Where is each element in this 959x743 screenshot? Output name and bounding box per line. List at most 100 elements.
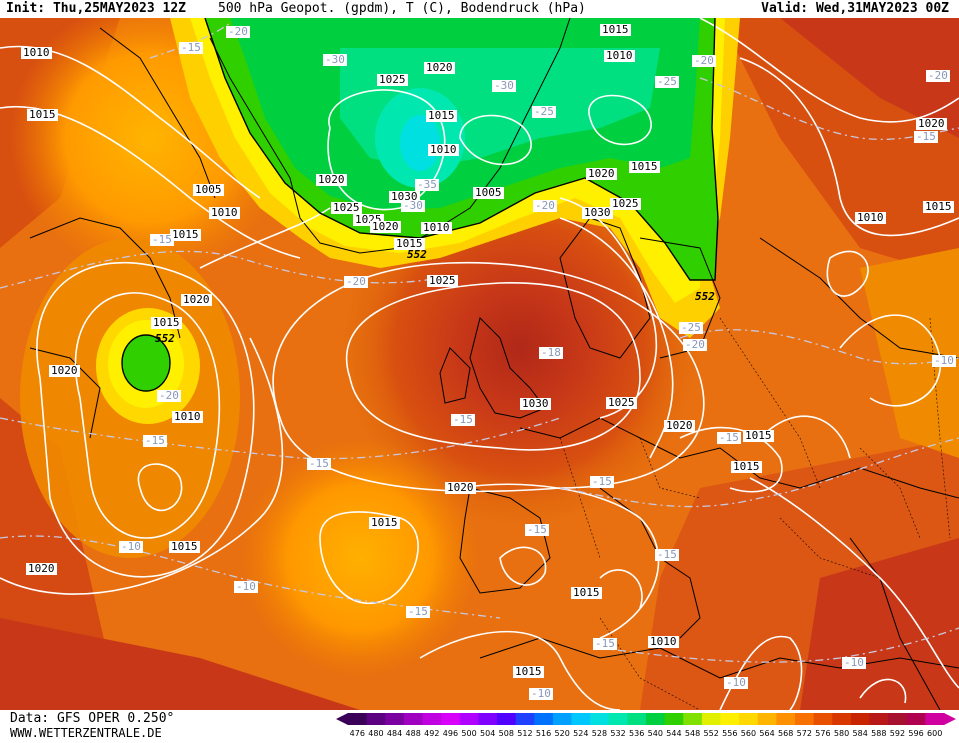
pressure-label: 1020 xyxy=(445,481,476,494)
legend-tick-label: 536 xyxy=(629,729,644,738)
pressure-label: 1010 xyxy=(648,635,679,648)
geopotential-label: 552 xyxy=(695,290,715,303)
legend-swatch xyxy=(888,713,908,725)
pressure-label: 1015 xyxy=(923,200,954,213)
valid-time-label: Valid: Wed,31MAY2023 00Z xyxy=(761,1,949,16)
legend-swatch xyxy=(925,713,945,725)
pressure-label: 1020 xyxy=(370,220,401,233)
temperature-label: -30 xyxy=(492,79,516,92)
temperature-label: -15 xyxy=(717,431,741,444)
legend-swatch xyxy=(795,713,815,725)
legend-swatch xyxy=(739,713,759,725)
legend-swatch xyxy=(385,713,405,725)
legend-swatch xyxy=(348,713,368,725)
product-title: 500 hPa Geopot. (gpdm), T (C), Bodendruc… xyxy=(218,1,586,16)
temperature-label: -20 xyxy=(926,69,950,82)
pressure-label: 1020 xyxy=(424,61,455,74)
legend-tick-label: 580 xyxy=(834,729,849,738)
temperature-label: -15 xyxy=(406,605,430,618)
legend-tick-label: 480 xyxy=(368,729,383,738)
website-label: WWW.WETTERZENTRALE.DE xyxy=(10,726,162,740)
legend-swatch xyxy=(850,713,870,725)
pressure-label: 1020 xyxy=(316,173,347,186)
temperature-label: -20 xyxy=(226,25,250,38)
legend-tick-label: 548 xyxy=(685,729,700,738)
temperature-label: -15 xyxy=(914,130,938,143)
legend-tick-label: 508 xyxy=(499,729,514,738)
temperature-label: -25 xyxy=(679,321,703,334)
temperature-label: -15 xyxy=(451,413,475,426)
legend-tick-label: 552 xyxy=(704,729,719,738)
cutoff-low-core xyxy=(122,335,170,391)
pressure-label: 1020 xyxy=(181,293,212,306)
temperature-label: -10 xyxy=(529,687,553,700)
temperature-label: -15 xyxy=(307,457,331,470)
legend-tick-label: 576 xyxy=(815,729,830,738)
pressure-label: 1010 xyxy=(21,46,52,59)
temperature-label: -10 xyxy=(842,656,866,669)
legend-tick-label: 592 xyxy=(890,729,905,738)
legend-tick-label: 516 xyxy=(536,729,551,738)
legend-tick-label: 504 xyxy=(480,729,495,738)
geopotential-label: 552 xyxy=(407,248,427,261)
pressure-label: 1015 xyxy=(170,228,201,241)
legend-swatch xyxy=(664,713,684,725)
temperature-label: -15 xyxy=(593,637,617,650)
legend-swatch xyxy=(590,713,610,725)
legend-swatch xyxy=(534,713,554,725)
temperature-label: -15 xyxy=(179,41,203,54)
temperature-label: -30 xyxy=(323,53,347,66)
temperature-label: -25 xyxy=(532,105,556,118)
legend-swatch xyxy=(701,713,721,725)
pressure-label: 1015 xyxy=(513,665,544,678)
pressure-label: 1020 xyxy=(586,167,617,180)
temperature-label: -35 xyxy=(415,178,439,191)
legend-tick-label: 544 xyxy=(666,729,681,738)
legend-swatch xyxy=(459,713,479,725)
legend-tick-label: 524 xyxy=(573,729,588,738)
temperature-label: -15 xyxy=(655,548,679,561)
legend-swatch xyxy=(422,713,442,725)
legend-swatch xyxy=(646,713,666,725)
temperature-label: -15 xyxy=(150,233,174,246)
legend-swatch xyxy=(497,713,517,725)
weather-map: 1010 1015 1015 1010 1020 1025 1015 1010 1005 1010… xyxy=(0,18,959,710)
legend-tick-label: 572 xyxy=(797,729,812,738)
pressure-label: 1015 xyxy=(600,23,631,36)
data-source-label: Data: GFS OPER 0.250° xyxy=(10,711,175,726)
map-footer: Data: GFS OPER 0.250° WWW.WETTERZENTRALE… xyxy=(0,710,959,741)
pressure-label: 1015 xyxy=(394,237,425,250)
color-legend: 476 480 484 488 492 496 500 504 508 512 516 520 524 5… xyxy=(336,713,956,739)
legend-swatch xyxy=(552,713,572,725)
legend-swatch xyxy=(403,713,423,725)
pressure-label: 1025 xyxy=(377,73,408,86)
pressure-label: 1005 xyxy=(193,183,224,196)
init-time-label: Init: Thu,25MAY2023 12Z xyxy=(6,1,187,16)
legend-swatch xyxy=(571,713,591,725)
legend-tick-label: 568 xyxy=(778,729,793,738)
legend-tick-label: 532 xyxy=(610,729,625,738)
legend-swatch xyxy=(441,713,461,725)
pressure-label: 1025 xyxy=(427,274,458,287)
legend-tick-label: 528 xyxy=(592,729,607,738)
pressure-label: 1015 xyxy=(426,109,457,122)
temperature-label: -15 xyxy=(590,475,614,488)
legend-swatch xyxy=(478,713,498,725)
legend-swatch xyxy=(683,713,703,725)
trough-core xyxy=(400,115,440,171)
pressure-label: 1030 xyxy=(582,206,613,219)
legend-swatch xyxy=(366,713,386,725)
pressure-label: 1030 xyxy=(520,397,551,410)
legend-tick-label: 600 xyxy=(927,729,942,738)
legend-arrow-left xyxy=(336,713,348,725)
pressure-label: 1020 xyxy=(664,419,695,432)
legend-tick-label: 476 xyxy=(350,729,365,738)
pressure-label: 1015 xyxy=(27,108,58,121)
pressure-label: 1010 xyxy=(604,49,635,62)
legend-tick-label: 584 xyxy=(853,729,868,738)
legend-tick-label: 540 xyxy=(648,729,663,738)
map-header: Init: Thu,25MAY2023 12Z 500 hPa Geopot. … xyxy=(0,0,959,18)
pressure-label: 1010 xyxy=(855,211,886,224)
legend-swatch xyxy=(627,713,647,725)
temperature-label: -15 xyxy=(143,434,167,447)
